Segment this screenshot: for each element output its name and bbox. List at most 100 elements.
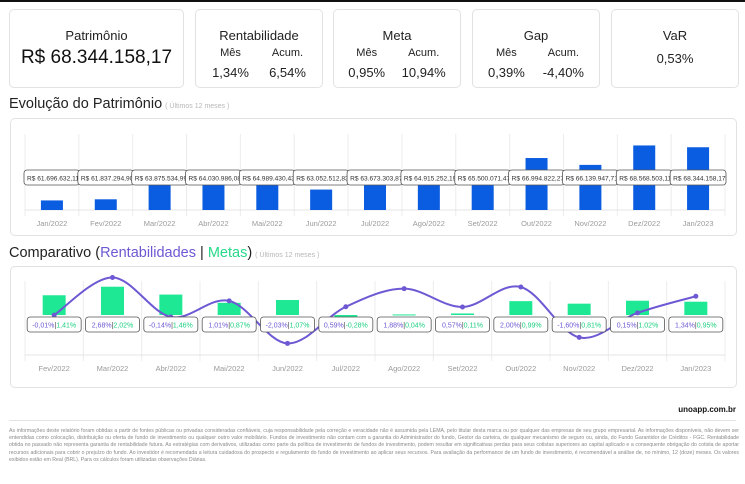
label-separator: | xyxy=(637,323,639,330)
data-label: R$ 63.052.512,83 xyxy=(296,176,349,183)
data-label-box xyxy=(260,316,315,333)
gap-mes: 0,39% xyxy=(487,65,525,80)
meta-bar xyxy=(101,286,124,315)
mes-label: Mês xyxy=(220,47,241,59)
rentabilidade-value: -1,60% xyxy=(557,323,579,330)
rentabilidade-point xyxy=(635,310,640,316)
rentabilidades-legend: Rentabilidades xyxy=(100,245,196,261)
card-meta: Meta Mês 0,95% Acum. 10,94% xyxy=(333,9,461,88)
evolucao-title-text: Evolução do Patrimônio xyxy=(9,96,163,112)
x-tick-label: Mai/2022 xyxy=(252,219,283,228)
data-label-box xyxy=(668,316,724,333)
rentabilidade-value: 2,00% xyxy=(500,323,520,330)
bar-fev-2022 xyxy=(94,199,117,210)
data-label-box xyxy=(493,316,549,333)
x-tick-label: Jan/2023 xyxy=(680,364,711,373)
data-label: 2,00%|0,99% xyxy=(500,323,542,330)
x-tick-label: Ago/2022 xyxy=(413,219,445,228)
rentabilidade-point xyxy=(226,298,232,304)
x-tick-label: Nov/2022 xyxy=(574,219,606,228)
x-tick-label: Fev/2022 xyxy=(39,364,70,373)
data-label: -0,14%|1,46% xyxy=(149,323,193,330)
data-label: R$ 66.139.947,71 xyxy=(565,176,618,183)
x-tick-label: Fev/2022 xyxy=(90,219,121,228)
data-label-box xyxy=(318,316,374,333)
label-separator: | xyxy=(403,323,405,330)
x-tick-label: Jun/2022 xyxy=(306,219,337,228)
x-tick-label: Mar/2022 xyxy=(144,219,176,228)
var-value: 0,53% xyxy=(656,51,694,66)
data-label-box xyxy=(26,316,82,333)
x-tick-label: Mai/2022 xyxy=(214,364,245,373)
x-tick-label: Jan/2023 xyxy=(683,219,714,228)
data-label-box xyxy=(143,316,199,333)
meta-value: 0,95% xyxy=(697,323,717,330)
rentabilidade-value: -2,03% xyxy=(266,323,288,330)
label-separator: | xyxy=(520,323,522,330)
data-label: -0,01%|1,41% xyxy=(32,323,76,330)
x-tick-label: Jun/2022 xyxy=(272,364,303,373)
x-tick-label: Abr/2022 xyxy=(156,364,186,373)
evolucao-title: Evolução do Patrimônio( Últimos 12 meses… xyxy=(9,96,229,112)
meta-acum: 10,94% xyxy=(401,65,446,80)
meta-bar xyxy=(451,313,474,315)
rentabilidade-point xyxy=(693,293,699,299)
rentabilidade-point xyxy=(285,340,290,346)
label-separator: | xyxy=(695,323,697,330)
card-gap: Gap Mês 0,39% Acum. -4,40% xyxy=(472,9,600,88)
rentabilidade-point xyxy=(110,274,115,280)
data-label: R$ 66.994.822,27 xyxy=(512,176,565,183)
data-label-box xyxy=(610,316,665,333)
rentabilidade-value: -0,14% xyxy=(149,323,171,330)
bar-jul-2022 xyxy=(364,184,386,210)
comparativo-chart: Fev/2022 Mar/2022 Abr/2022 Mai/2022 Jun/2022… xyxy=(10,266,737,388)
rentabilidade-value: 2,68% xyxy=(92,323,112,330)
label-separator: | xyxy=(171,323,173,330)
meta-bar xyxy=(276,300,299,315)
meta-bar xyxy=(42,295,66,315)
data-label: 0,59%|-0,28% xyxy=(324,323,368,330)
data-label: 1,88%|0,04% xyxy=(383,323,425,330)
rentabilidade-value: 1,88% xyxy=(383,323,403,330)
data-label-box xyxy=(201,316,257,333)
acum-label: Acum. xyxy=(547,47,579,59)
mes-label: Mês xyxy=(496,47,517,59)
meta-value: 0,11% xyxy=(464,323,483,330)
metas-legend: Metas xyxy=(207,245,248,261)
acum-label: Acum. xyxy=(408,47,440,59)
label-separator: | xyxy=(579,323,581,330)
rentabilidade-point xyxy=(51,312,57,318)
meta-bar xyxy=(217,302,241,315)
rentabilidade-value: 1,01% xyxy=(208,323,228,330)
rentabilidade-point xyxy=(401,286,407,292)
gap-acum: -4,40% xyxy=(542,65,584,80)
evolucao-chart: Jan/2022 Fev/2022 Mar/2022 Abr/2022 Mai/2022… xyxy=(10,118,737,236)
evolucao-chart-svg: Jan/2022 Fev/2022 Mar/2022 Abr/2022 Mai/2022… xyxy=(23,134,727,228)
data-label: R$ 68.568.503,11 xyxy=(619,176,671,183)
data-label-box xyxy=(669,169,727,186)
patrimonio-value: R$ 68.344.158,17 xyxy=(20,47,173,68)
data-label-box xyxy=(85,316,140,333)
bar-jan-2022 xyxy=(40,200,63,210)
brand-link[interactable]: unoapp.com.br xyxy=(678,405,736,414)
data-label: R$ 65.500.071,47 xyxy=(458,176,511,183)
data-label: R$ 64.915.252,19 xyxy=(404,176,457,183)
footer-divider xyxy=(9,420,736,421)
meta-bar xyxy=(684,301,708,315)
data-label: R$ 68.344.158,17 xyxy=(673,176,726,183)
card-title: Rentabilidade xyxy=(219,28,299,43)
bar-abr-2022 xyxy=(202,181,225,210)
meta-value: 0,99% xyxy=(522,323,542,330)
evolucao-subtitle: ( Últimos 12 meses ) xyxy=(165,103,230,110)
card-rentabilidade: Rentabilidade Mês 1,34% Acum. 6,54% xyxy=(195,9,323,88)
top-border xyxy=(0,0,745,2)
x-tick-label: Set/2022 xyxy=(468,219,498,228)
data-label: 1,34%|0,95% xyxy=(675,323,717,330)
meta-value: 1,41% xyxy=(56,323,76,330)
comparativo-title-prefix: Comparativo ( xyxy=(9,245,101,261)
x-tick-label: Jul/2022 xyxy=(332,364,360,373)
data-label: -2,03%|1,07% xyxy=(266,323,310,330)
card-patrimonio: Patrimônio R$ 68.344.158,17 xyxy=(9,9,184,88)
meta-bar xyxy=(567,303,591,315)
meta-mes: 0,95% xyxy=(348,65,386,80)
